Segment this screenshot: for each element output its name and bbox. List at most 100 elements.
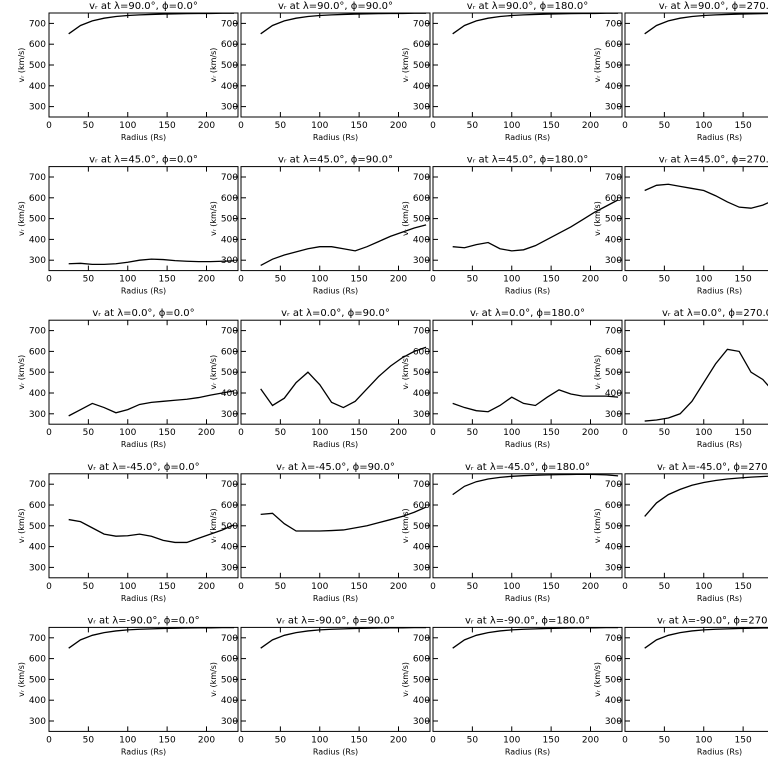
x-axis-label: Radius (Rs) bbox=[697, 594, 742, 603]
y-tick-label: 400 bbox=[29, 696, 46, 706]
y-axis-label: vᵣ (km/s) bbox=[17, 662, 26, 697]
y-tick-label: 700 bbox=[605, 19, 622, 29]
y-tick-label: 400 bbox=[221, 235, 238, 245]
y-tick-label: 500 bbox=[29, 522, 46, 532]
x-tick-label: 150 bbox=[351, 275, 368, 285]
x-tick-label: 100 bbox=[311, 735, 328, 745]
x-axis-label: Radius (Rs) bbox=[121, 287, 166, 296]
x-axis-label: Radius (Rs) bbox=[313, 133, 358, 142]
y-axis-label: vᵣ (km/s) bbox=[401, 201, 410, 236]
x-axis-label: Radius (Rs) bbox=[697, 747, 742, 756]
x-tick-label: 200 bbox=[582, 121, 599, 131]
y-tick-label: 700 bbox=[221, 327, 238, 337]
y-tick-label: 600 bbox=[605, 655, 622, 665]
data-line bbox=[68, 258, 235, 266]
y-tick-label: 500 bbox=[413, 368, 430, 378]
y-axis-label: vᵣ (km/s) bbox=[209, 355, 218, 390]
y-axis-label: vᵣ (km/s) bbox=[209, 201, 218, 236]
x-tick-label: 100 bbox=[119, 735, 136, 745]
y-tick-label: 600 bbox=[221, 655, 238, 665]
y-axis-label: vᵣ (km/s) bbox=[401, 48, 410, 83]
x-tick-label: 50 bbox=[659, 121, 671, 131]
y-tick-label: 600 bbox=[413, 655, 430, 665]
x-axis-label: Radius (Rs) bbox=[121, 747, 166, 756]
y-tick-label: 600 bbox=[29, 194, 46, 204]
x-axis-label: Radius (Rs) bbox=[121, 440, 166, 449]
x-tick-label: 50 bbox=[467, 428, 479, 438]
y-tick-label: 300 bbox=[29, 103, 46, 113]
chart-title: vᵣ at λ=90.0°, ϕ=270.0° bbox=[659, 1, 768, 12]
y-axis-label: vᵣ (km/s) bbox=[17, 201, 26, 236]
y-tick-label: 700 bbox=[221, 19, 238, 29]
y-axis-label: vᵣ (km/s) bbox=[593, 48, 602, 83]
y-tick-label: 400 bbox=[221, 543, 238, 553]
y-tick-label: 500 bbox=[413, 215, 430, 225]
x-tick-label: 0 bbox=[622, 121, 628, 131]
x-axis-label: Radius (Rs) bbox=[697, 440, 742, 449]
data-line bbox=[260, 224, 427, 266]
y-tick-label: 300 bbox=[29, 563, 46, 573]
x-tick-label: 50 bbox=[275, 428, 287, 438]
y-tick-label: 400 bbox=[221, 696, 238, 706]
x-tick-label: 150 bbox=[159, 735, 176, 745]
y-tick-label: 500 bbox=[413, 522, 430, 532]
y-tick-label: 600 bbox=[605, 40, 622, 50]
y-tick-label: 300 bbox=[605, 410, 622, 420]
x-tick-label: 100 bbox=[503, 735, 520, 745]
plot-frame bbox=[624, 12, 768, 118]
y-axis-label: vᵣ (km/s) bbox=[17, 48, 26, 83]
y-tick-label: 500 bbox=[605, 675, 622, 685]
chart-title: vᵣ at λ=-90.0°, ϕ=180.0° bbox=[465, 615, 590, 626]
data-line bbox=[68, 390, 235, 417]
y-tick-label: 300 bbox=[413, 256, 430, 266]
y-tick-label: 400 bbox=[29, 543, 46, 553]
y-tick-label: 600 bbox=[221, 194, 238, 204]
y-tick-label: 700 bbox=[605, 480, 622, 490]
data-line bbox=[644, 348, 768, 422]
x-tick-label: 0 bbox=[238, 275, 244, 285]
data-line bbox=[260, 506, 427, 532]
y-tick-label: 600 bbox=[413, 194, 430, 204]
x-tick-label: 100 bbox=[311, 582, 328, 592]
x-tick-label: 50 bbox=[83, 121, 95, 131]
x-tick-label: 200 bbox=[582, 275, 599, 285]
y-tick-label: 400 bbox=[413, 696, 430, 706]
x-tick-label: 0 bbox=[622, 428, 628, 438]
x-tick-label: 100 bbox=[503, 428, 520, 438]
y-tick-label: 400 bbox=[413, 235, 430, 245]
x-axis-label: Radius (Rs) bbox=[697, 133, 742, 142]
y-tick-label: 600 bbox=[413, 501, 430, 511]
y-tick-label: 400 bbox=[605, 235, 622, 245]
y-tick-label: 500 bbox=[221, 215, 238, 225]
chart-title: vᵣ at λ=0.0°, ϕ=0.0° bbox=[92, 308, 194, 319]
x-tick-label: 150 bbox=[735, 735, 752, 745]
x-axis-label: Radius (Rs) bbox=[121, 594, 166, 603]
y-tick-label: 400 bbox=[605, 389, 622, 399]
x-tick-label: 0 bbox=[238, 582, 244, 592]
x-tick-label: 150 bbox=[543, 582, 560, 592]
y-tick-label: 700 bbox=[29, 634, 46, 644]
x-tick-label: 200 bbox=[582, 735, 599, 745]
y-tick-label: 600 bbox=[29, 501, 46, 511]
x-tick-label: 200 bbox=[198, 735, 215, 745]
y-axis-label: vᵣ (km/s) bbox=[209, 48, 218, 83]
y-tick-label: 400 bbox=[605, 696, 622, 706]
y-axis-label: vᵣ (km/s) bbox=[401, 662, 410, 697]
data-line bbox=[260, 346, 427, 409]
y-tick-label: 700 bbox=[29, 173, 46, 183]
chart-title: vᵣ at λ=0.0°, ϕ=90.0° bbox=[281, 308, 390, 319]
x-tick-label: 200 bbox=[198, 121, 215, 131]
y-tick-label: 700 bbox=[605, 634, 622, 644]
y-tick-label: 400 bbox=[413, 82, 430, 92]
y-axis-label: vᵣ (km/s) bbox=[401, 508, 410, 543]
y-tick-label: 500 bbox=[605, 368, 622, 378]
data-line bbox=[452, 473, 619, 496]
x-tick-label: 100 bbox=[695, 121, 712, 131]
x-tick-label: 150 bbox=[543, 275, 560, 285]
x-tick-label: 150 bbox=[735, 275, 752, 285]
chart-title: vᵣ at λ=90.0°, ϕ=90.0° bbox=[278, 1, 393, 12]
y-tick-label: 600 bbox=[29, 40, 46, 50]
y-tick-label: 500 bbox=[605, 61, 622, 71]
plot-frame bbox=[624, 473, 768, 579]
y-tick-label: 500 bbox=[221, 675, 238, 685]
